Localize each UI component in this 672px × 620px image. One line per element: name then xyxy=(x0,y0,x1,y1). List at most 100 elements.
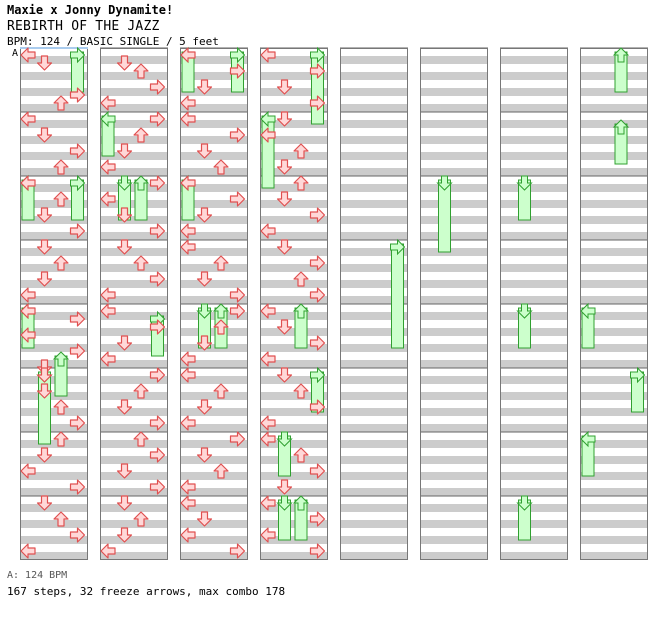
beat-band xyxy=(500,408,568,416)
arrow-right-icon xyxy=(149,79,166,95)
beat-band xyxy=(420,392,488,400)
freeze-arrow xyxy=(436,175,453,253)
freeze-arrow xyxy=(292,303,310,349)
beat-band xyxy=(20,408,88,416)
beat-band xyxy=(500,264,568,272)
freeze-head-right-icon xyxy=(70,46,86,64)
beat-band xyxy=(180,424,248,432)
beat-band xyxy=(580,488,648,496)
arrow-right-icon xyxy=(149,271,166,287)
beat-band xyxy=(100,72,168,80)
arrow-right-icon xyxy=(229,303,246,319)
beat-band xyxy=(180,216,248,224)
beat-band xyxy=(100,520,168,528)
beat-band xyxy=(180,472,248,480)
chart-column xyxy=(180,47,248,560)
beat-band xyxy=(500,424,568,432)
beat-band xyxy=(420,504,488,512)
beat-band xyxy=(100,296,168,304)
beat-band xyxy=(260,408,328,416)
freeze-head-left-icon xyxy=(260,110,276,128)
beat-band xyxy=(340,376,408,384)
beat-band xyxy=(260,232,328,240)
beat-band xyxy=(180,296,248,304)
beat-band xyxy=(500,520,568,528)
beat-band xyxy=(100,424,168,432)
arrow-right-icon xyxy=(229,431,246,447)
arrow-left-icon xyxy=(180,111,196,127)
beat-band xyxy=(420,552,488,560)
arrow-down-icon xyxy=(276,367,293,383)
song-artist: Maxie x Jonny Dynamite! xyxy=(7,3,174,17)
beat-band xyxy=(420,408,488,416)
beat-band xyxy=(20,376,88,384)
beat-band xyxy=(180,504,248,512)
freeze-head-down-icon xyxy=(276,495,293,511)
beat-band xyxy=(340,408,408,416)
beat-band xyxy=(500,392,568,400)
bpm-segment-marker: A xyxy=(12,48,19,59)
beat-band xyxy=(420,56,488,64)
beat-band xyxy=(180,56,248,64)
arrow-down-icon xyxy=(116,463,133,479)
beat-band xyxy=(180,264,248,272)
beat-band xyxy=(180,120,248,128)
freeze-arrow xyxy=(612,119,630,165)
beat-band xyxy=(340,72,408,80)
arrow-down-icon xyxy=(196,447,213,463)
arrow-down-icon xyxy=(196,271,213,287)
arrow-left-icon xyxy=(100,287,116,303)
beat-band xyxy=(180,440,248,448)
beat-band xyxy=(580,504,648,512)
beat-band xyxy=(100,200,168,208)
arrow-down-icon xyxy=(276,159,293,175)
freeze-head-up-icon xyxy=(292,303,310,319)
beat-band xyxy=(500,536,568,544)
arrow-left-icon xyxy=(180,223,196,239)
freeze-arrow xyxy=(390,238,406,349)
arrow-down-icon xyxy=(116,335,133,351)
arrow-up-icon xyxy=(213,255,229,271)
freeze-arrow xyxy=(292,495,310,541)
chart-column xyxy=(420,47,488,560)
arrow-right-icon xyxy=(69,415,86,431)
arrow-left-icon xyxy=(260,223,276,239)
beat-band xyxy=(580,296,648,304)
arrow-up-icon xyxy=(133,63,149,79)
beat-band xyxy=(420,88,488,96)
freeze-arrow xyxy=(516,175,533,221)
beat-band xyxy=(180,88,248,96)
beat-band xyxy=(420,440,488,448)
beat-band xyxy=(20,552,88,560)
arrow-left-icon xyxy=(180,351,196,367)
arrow-down-icon xyxy=(196,79,213,95)
arrow-left-icon xyxy=(260,527,276,543)
beat-band xyxy=(420,72,488,80)
arrow-down-icon xyxy=(116,239,133,255)
arrow-left-icon xyxy=(20,175,36,191)
arrow-up-icon xyxy=(53,159,69,175)
beat-band xyxy=(500,216,568,224)
beat-band xyxy=(260,552,328,560)
arrow-right-icon xyxy=(69,87,86,103)
arrow-left-icon xyxy=(180,479,196,495)
beat-band xyxy=(420,328,488,336)
arrow-right-icon xyxy=(69,223,86,239)
arrow-left-icon xyxy=(20,111,36,127)
beat-band xyxy=(180,200,248,208)
beat-band xyxy=(340,104,408,112)
beat-band xyxy=(20,424,88,432)
arrow-left-icon xyxy=(260,303,276,319)
arrow-down-icon xyxy=(36,127,53,143)
freeze-head-up-icon xyxy=(292,495,310,511)
beat-band xyxy=(100,360,168,368)
beat-band xyxy=(500,248,568,256)
beat-band xyxy=(260,472,328,480)
arrow-down-icon xyxy=(276,479,293,495)
beat-band xyxy=(180,536,248,544)
arrow-right-icon xyxy=(309,399,326,415)
freeze-arrow xyxy=(70,174,86,221)
freeze-head-right-icon xyxy=(230,46,246,64)
beat-band xyxy=(260,216,328,224)
beat-band xyxy=(340,312,408,320)
